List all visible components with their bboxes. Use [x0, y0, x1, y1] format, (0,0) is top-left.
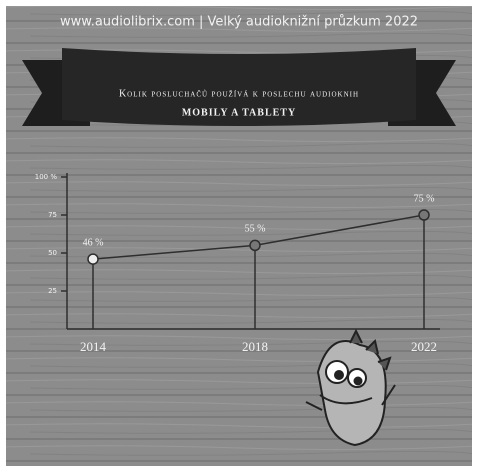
y-tick-label: 75 [48, 211, 57, 219]
banner [62, 48, 416, 126]
value-label: 75 % [414, 193, 435, 204]
y-tick-label: 100 % [35, 173, 58, 181]
monster [305, 328, 396, 447]
y-tick-label: 25 [48, 287, 57, 295]
y-tick-label: 50 [48, 249, 57, 257]
chart-title: Kolik posluchačů používá k poslechu audi… [119, 88, 359, 99]
x-tick-label: 2014 [80, 339, 107, 354]
value-label: 46 % [83, 237, 104, 248]
point [87, 253, 99, 265]
site-header: www.audiolibrix.com | Velký audioknižní … [60, 15, 418, 30]
value-label: 55 % [245, 224, 266, 235]
point [418, 209, 430, 221]
point [249, 239, 261, 252]
plot: 25 50 75 100 % 46 % 2014 55 % 2018 75 % 2022 [35, 173, 440, 354]
chart-subtitle: mobily a tablety [182, 107, 296, 118]
x-tick-label: 2022 [411, 339, 437, 354]
x-tick-label: 2018 [242, 339, 268, 354]
